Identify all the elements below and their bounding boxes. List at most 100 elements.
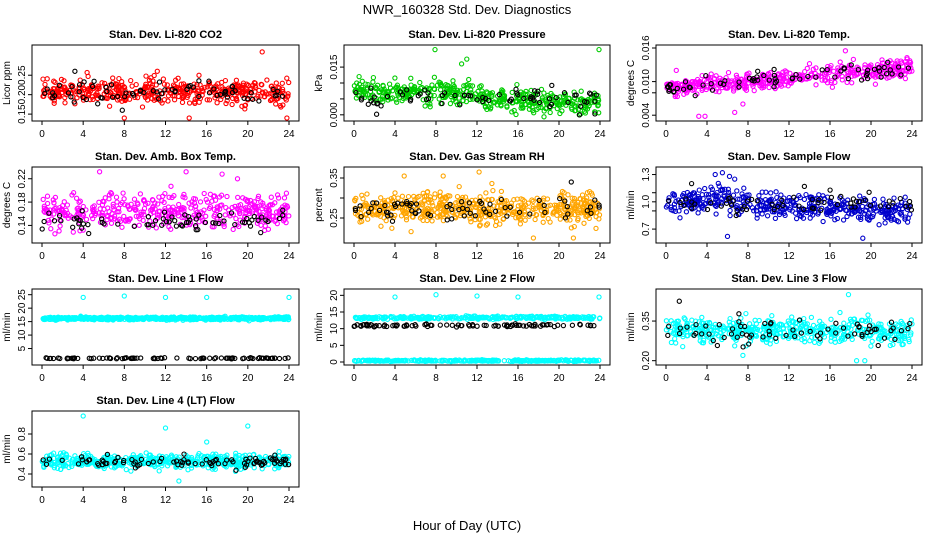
data-point — [186, 200, 192, 206]
data-point — [218, 192, 225, 198]
data-point — [394, 99, 400, 105]
data-point — [539, 95, 546, 101]
data-point — [703, 73, 709, 79]
y-tick-label: 0.000 — [329, 102, 340, 127]
data-point — [84, 69, 90, 76]
data-point — [179, 223, 186, 229]
data-point — [865, 67, 871, 73]
data-point — [242, 106, 248, 112]
x-tick-label: 12 — [471, 373, 483, 384]
data-point — [285, 93, 291, 99]
data-point — [422, 103, 428, 109]
data-point — [273, 80, 279, 86]
data-point — [837, 309, 843, 316]
data-point — [151, 72, 157, 79]
data-point — [811, 339, 818, 346]
outlier-point — [72, 68, 78, 74]
data-point — [115, 221, 121, 227]
data-point — [429, 218, 435, 224]
data-point — [279, 93, 286, 99]
outlier-point — [576, 112, 583, 118]
data-point — [589, 192, 595, 198]
data-point — [700, 82, 706, 88]
data-point — [806, 61, 813, 67]
outlier-point — [154, 68, 160, 74]
data-point — [437, 82, 444, 88]
data-point — [277, 102, 283, 109]
x-tick-label: 8 — [745, 129, 751, 140]
data-point — [39, 226, 45, 232]
data-point — [99, 216, 105, 222]
data-point — [444, 322, 450, 328]
data-point — [144, 97, 151, 103]
data-point — [206, 205, 213, 212]
data-point — [392, 75, 398, 81]
data-point — [259, 214, 265, 220]
data-point — [484, 221, 491, 227]
data-point — [389, 88, 396, 94]
data-point — [869, 71, 876, 78]
data-point — [281, 216, 288, 223]
data-point — [212, 220, 219, 226]
x-tick-label: 16 — [512, 373, 524, 384]
data-point — [221, 221, 227, 227]
data-point — [496, 91, 502, 98]
data-point — [547, 109, 553, 116]
data-point — [206, 78, 212, 84]
data-point — [492, 99, 498, 106]
data-point — [425, 90, 431, 96]
data-point — [850, 56, 857, 63]
data-point — [515, 92, 521, 98]
x-tick-label: 4 — [392, 251, 398, 262]
data-point — [746, 70, 752, 76]
data-point — [150, 88, 157, 94]
data-point — [110, 201, 116, 207]
data-point — [232, 88, 238, 94]
data-point — [216, 220, 222, 227]
data-point — [114, 93, 121, 100]
data-point — [743, 87, 750, 93]
data-point — [229, 101, 235, 108]
data-point — [221, 218, 227, 224]
data-point — [489, 180, 495, 187]
x-tick-label: 4 — [704, 251, 710, 262]
data-point — [85, 92, 92, 99]
data-point — [152, 218, 159, 224]
data-point — [703, 86, 709, 93]
data-point — [255, 217, 261, 223]
data-point — [115, 205, 122, 212]
data-point — [156, 79, 163, 85]
data-point — [352, 210, 359, 217]
data-point — [204, 97, 210, 103]
data-point — [109, 94, 116, 100]
data-point — [380, 98, 386, 105]
data-point — [242, 219, 248, 226]
data-point — [44, 86, 50, 92]
data-point — [727, 79, 733, 85]
x-tick-label: 0 — [39, 129, 45, 140]
panel-title: Stan. Dev. Line 1 Flow — [108, 273, 224, 285]
data-point — [77, 217, 83, 224]
data-point — [365, 216, 371, 222]
data-point — [793, 71, 799, 78]
data-point — [183, 219, 190, 226]
data-point — [145, 200, 151, 206]
data-point — [680, 86, 687, 92]
data-point — [789, 314, 795, 320]
data-point — [501, 358, 507, 364]
y-axis-label: ml/min — [314, 312, 325, 341]
data-point — [708, 71, 714, 77]
data-point — [499, 87, 505, 93]
data-point — [878, 74, 884, 80]
data-point — [518, 196, 524, 202]
data-point — [575, 103, 581, 109]
data-point — [147, 80, 153, 86]
data-point — [255, 193, 262, 199]
data-point — [176, 201, 182, 208]
data-point — [166, 224, 172, 230]
data-point — [879, 57, 885, 63]
data-point — [429, 82, 435, 88]
